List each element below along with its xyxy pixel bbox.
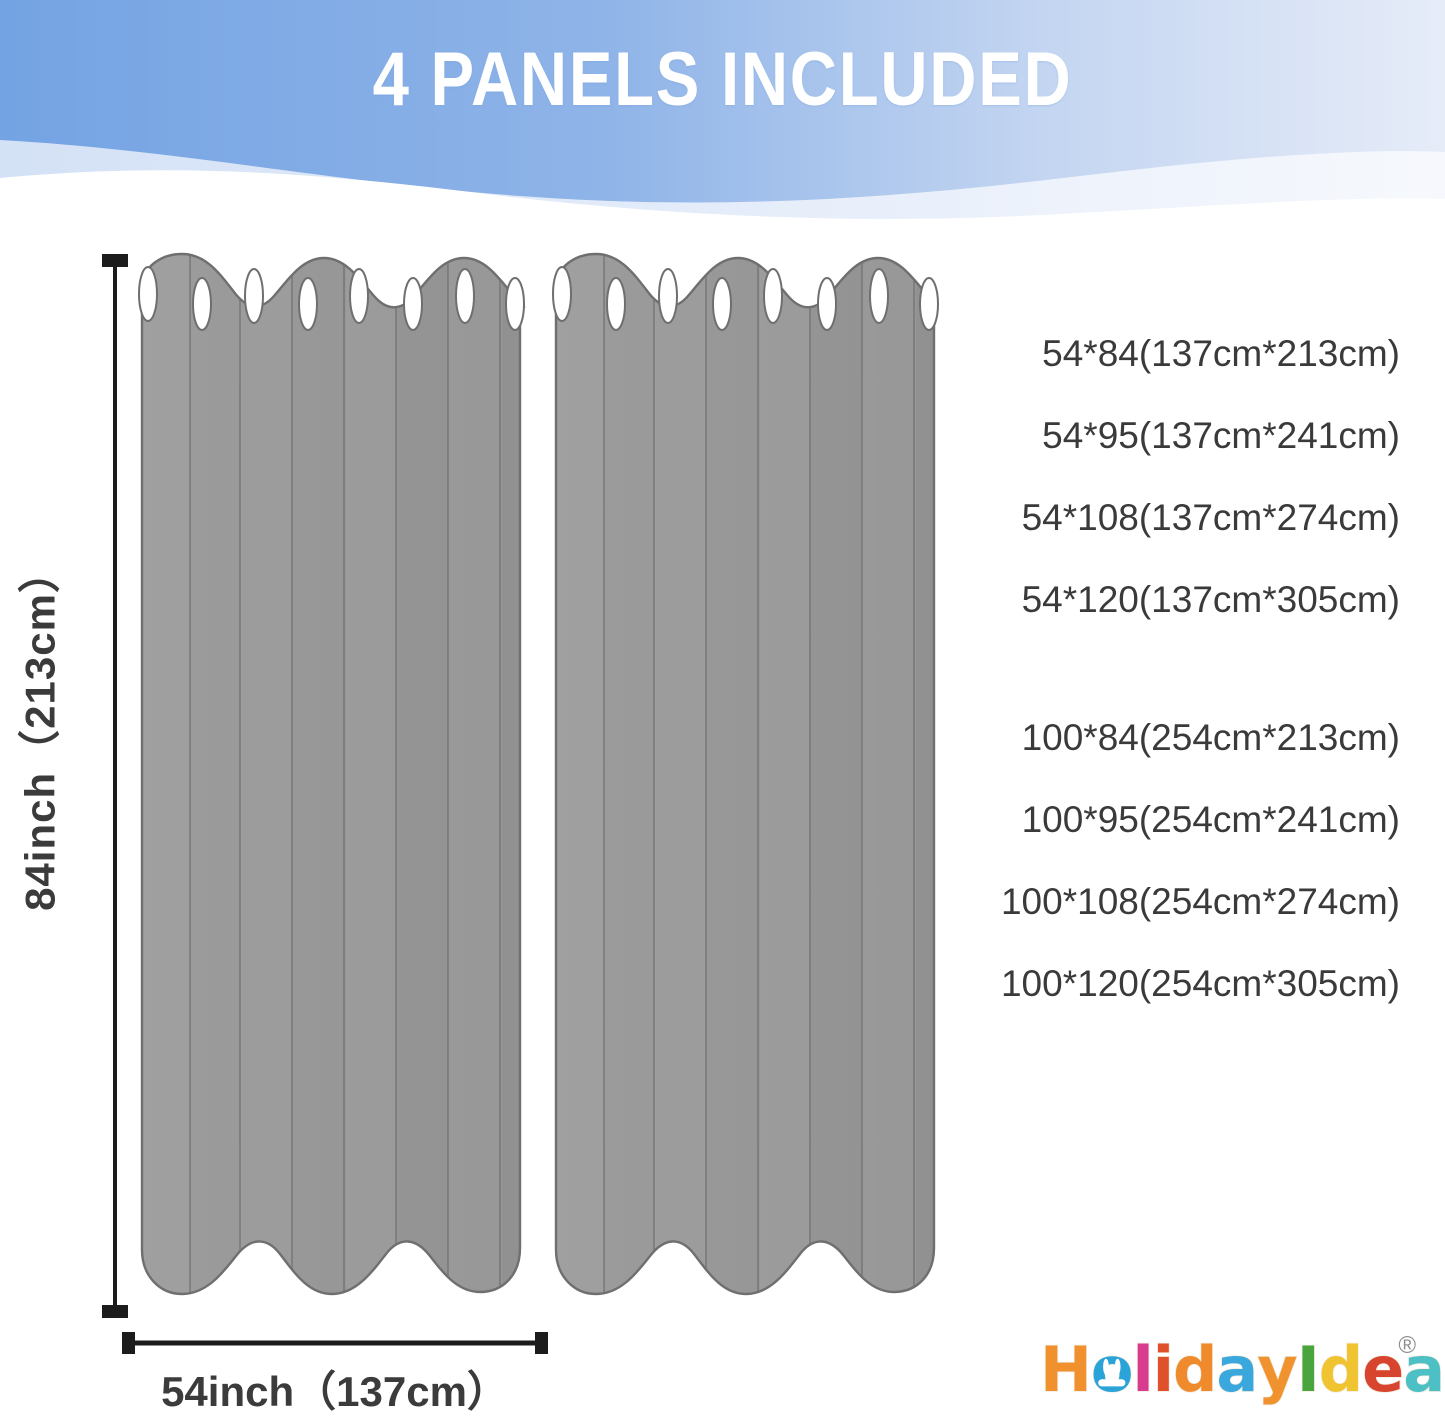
size-option: 100*95(254cm*241cm) bbox=[1021, 798, 1400, 840]
page-title: 4 PANELS INCLUDED bbox=[372, 37, 1073, 122]
header-wave-front bbox=[0, 170, 1445, 232]
brand-logo-letter: a bbox=[1216, 1332, 1259, 1407]
brand-logo-wordmark: HolidayIdeas bbox=[1039, 1330, 1445, 1410]
grommet bbox=[763, 268, 783, 324]
height-dimension-line bbox=[100, 252, 130, 1320]
header-banner: 4 PANELS INCLUDED bbox=[0, 0, 1445, 232]
grommet bbox=[403, 277, 423, 331]
grommet bbox=[919, 277, 939, 331]
size-option: 54*120(137cm*305cm) bbox=[1021, 578, 1400, 620]
grommet bbox=[244, 268, 264, 324]
brand-logo-letter: e bbox=[1361, 1332, 1405, 1407]
height-dimension-label: 84inch（213cm） bbox=[16, 550, 64, 911]
curtain-panel-left bbox=[138, 252, 526, 1296]
size-option: 54*108(137cm*274cm) bbox=[1021, 496, 1400, 538]
brand-logo-letter: d bbox=[1318, 1332, 1364, 1407]
size-options-list: 54*84(137cm*213cm) 54*95(137cm*241cm) 54… bbox=[900, 312, 1400, 1024]
brand-logo-letter: y bbox=[1257, 1332, 1299, 1407]
brand-logo-letter: s bbox=[1443, 1330, 1445, 1410]
size-group-54-wide: 54*84(137cm*213cm) 54*95(137cm*241cm) 54… bbox=[900, 312, 1400, 640]
size-option: 54*84(137cm*213cm) bbox=[1042, 332, 1400, 374]
size-group-separator bbox=[900, 640, 1400, 696]
brand-logo-letter-smiley: o bbox=[1090, 1332, 1134, 1407]
size-option: 100*108(254cm*274cm) bbox=[1000, 880, 1400, 922]
brand-logo-letter: I bbox=[1296, 1332, 1321, 1407]
grommet bbox=[505, 277, 525, 331]
grommet bbox=[817, 277, 837, 331]
grommet-row-right bbox=[552, 266, 939, 331]
grommet bbox=[298, 277, 318, 331]
grommet bbox=[349, 268, 369, 324]
grommet-row-left bbox=[138, 266, 525, 331]
registered-trademark-mark: ® bbox=[1398, 1332, 1416, 1359]
grommet bbox=[712, 277, 732, 331]
size-option: 54*95(137cm*241cm) bbox=[1042, 414, 1400, 456]
width-dimension-line bbox=[120, 1330, 550, 1356]
brand-logo-letter: a bbox=[1402, 1332, 1445, 1407]
brand-logo-letter: i bbox=[1152, 1332, 1175, 1407]
size-option: 100*120(254cm*305cm) bbox=[1000, 962, 1400, 1004]
curtain-panel-right bbox=[552, 252, 939, 1296]
width-dimension-label: 54inch（137cm） bbox=[161, 1368, 509, 1415]
grommet bbox=[869, 268, 889, 324]
grommet bbox=[552, 266, 572, 322]
brand-logo-letter: d bbox=[1172, 1332, 1218, 1407]
brand-logo-letter: l bbox=[1132, 1332, 1155, 1407]
grommet bbox=[192, 277, 212, 331]
size-group-100-wide: 100*84(254cm*213cm) 100*95(254cm*241cm) … bbox=[900, 696, 1400, 1024]
brand-logo: HolidayIdeas ® bbox=[1039, 1330, 1445, 1410]
curtain-illustration bbox=[128, 248, 948, 1308]
brand-logo-letter: H bbox=[1039, 1332, 1092, 1407]
size-option: 100*84(254cm*213cm) bbox=[1021, 716, 1400, 758]
grommet bbox=[138, 266, 158, 322]
grommet bbox=[606, 277, 626, 331]
grommet bbox=[455, 268, 475, 324]
grommet bbox=[658, 268, 678, 324]
